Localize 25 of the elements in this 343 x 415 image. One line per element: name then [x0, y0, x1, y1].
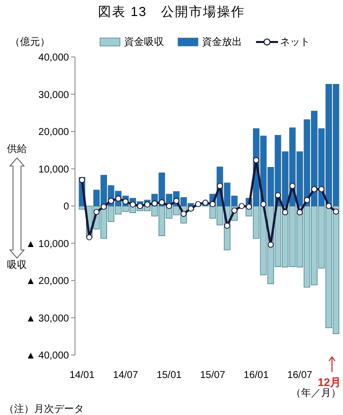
y-tick-label: ▲ 30,000 [26, 313, 70, 324]
x-axis-title: （年／月） [291, 387, 341, 399]
y-axis-title: （億元） [10, 36, 50, 48]
x-tick-label: 15/01 [156, 370, 182, 381]
text: （注）月次データ [4, 403, 84, 415]
y-tick-label: 10,000 [38, 164, 70, 176]
y-tick-label: ▲ 10,000 [26, 238, 70, 250]
text: 供給 [7, 143, 27, 155]
x-tick-label: 14/01 [69, 370, 95, 381]
legend-label: ネット [280, 37, 310, 48]
x-tick-label: 14/07 [113, 370, 138, 381]
chart-title: 図表 13 公開市場操作 [98, 4, 246, 19]
text: 吸収 [7, 259, 27, 271]
x-tick-label: 15/07 [200, 370, 226, 381]
y-tick-label: ▲ 20,000 [26, 276, 70, 287]
text: 12月 [318, 377, 341, 389]
y-tick-label: ▲ 40,000 [26, 350, 70, 362]
y-tick-label: 20,000 [38, 127, 70, 138]
legend-label: 資金放出 [202, 36, 242, 48]
y-tick-label: 40,000 [38, 52, 70, 64]
y-tick-label: 30,000 [38, 90, 70, 101]
x-tick-label: 16/07 [287, 370, 313, 381]
y-tick-label: 0 [63, 202, 70, 212]
legend-label: 資金吸収 [124, 36, 164, 48]
x-tick-label: 16/01 [244, 370, 270, 381]
